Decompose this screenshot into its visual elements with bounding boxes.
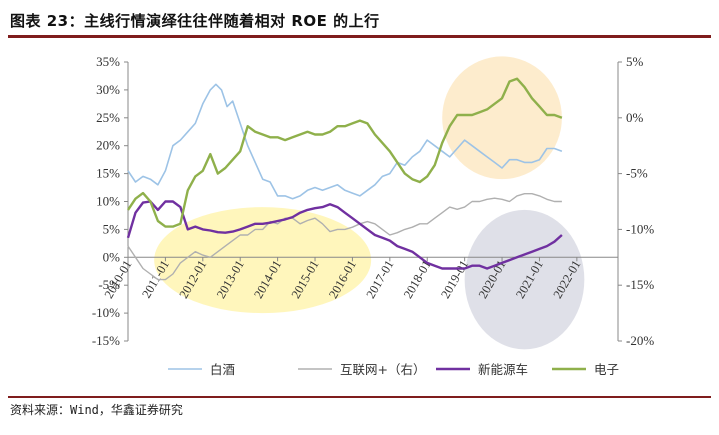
left-tick-label: -5% bbox=[98, 277, 120, 292]
left-tick-label: 15% bbox=[96, 166, 120, 181]
figure-title: 图表 23：主线行情演绎往往伴随着相对 ROE 的上行 bbox=[10, 12, 380, 30]
title-bar: 图表 23：主线行情演绎往往伴随着相对 ROE 的上行 bbox=[8, 6, 711, 38]
left-tick-label: 35% bbox=[96, 54, 120, 69]
series-line-baijiu bbox=[127, 83, 563, 200]
legend-label-baijiu: 白酒 bbox=[210, 362, 235, 377]
left-tick-label: -10% bbox=[92, 305, 120, 320]
right-tick-label: -15% bbox=[626, 277, 654, 292]
left-tick-label: 25% bbox=[96, 110, 120, 125]
chart-svg: -15% -10% -5% 0% 5% 10% 15% 20% 25% 30% 35% -20% -15… bbox=[92, 54, 655, 377]
chart-area: -15% -10% -5% 0% 5% 10% 15% 20% 25% 30% 35% -20% -15… bbox=[0, 38, 719, 393]
left-tick-label: 5% bbox=[103, 221, 121, 236]
left-tick-label: 20% bbox=[96, 138, 120, 153]
series-line-electronics bbox=[127, 77, 563, 228]
legend-label-internet: 互联网+（右） bbox=[340, 362, 425, 377]
right-tick-label: -10% bbox=[626, 221, 654, 236]
legend-label-nev: 新能源车 bbox=[478, 362, 528, 377]
left-tick-label: 10% bbox=[96, 194, 120, 209]
right-tick-label: -20% bbox=[626, 333, 654, 348]
legend-label-electronics: 电子 bbox=[594, 362, 619, 377]
left-tick-label: 30% bbox=[96, 82, 120, 97]
highlight-ellipse-3 bbox=[464, 209, 585, 350]
series-line-internet bbox=[127, 193, 562, 281]
series-line-nev bbox=[126, 200, 563, 270]
left-tick-label: 0% bbox=[103, 249, 121, 264]
right-tick-label: 0% bbox=[626, 110, 644, 125]
source-bar: 资料来源：Wind，华鑫证券研究 bbox=[8, 396, 711, 420]
right-tick-label: -5% bbox=[626, 166, 648, 181]
left-tick-label: -15% bbox=[92, 333, 120, 348]
highlight-ellipse-2 bbox=[442, 56, 562, 180]
highlight-ellipse-1 bbox=[154, 207, 372, 314]
right-tick-label: 5% bbox=[626, 54, 644, 69]
source-note: 资料来源：Wind，华鑫证券研究 bbox=[10, 403, 183, 417]
